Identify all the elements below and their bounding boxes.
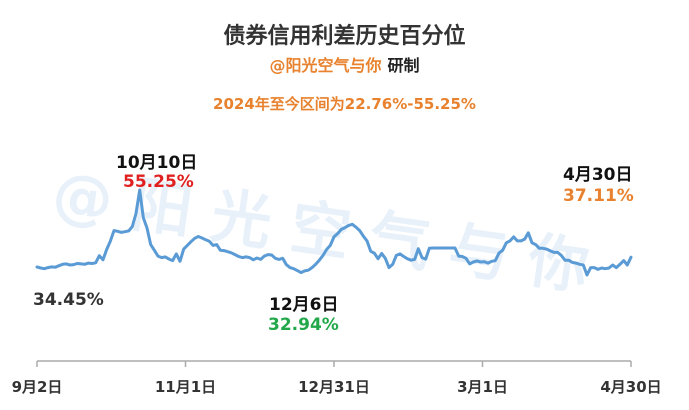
x-tick-label: 11月1日 bbox=[154, 378, 217, 396]
max-value-label: 55.25% bbox=[123, 172, 194, 192]
end-value-label: 37.11% bbox=[563, 186, 634, 206]
range-note: 2024年至今区间为22.76%-55.25% bbox=[213, 95, 476, 113]
start-value-label: 34.45% bbox=[33, 290, 104, 310]
max-date-label: 10月10日 bbox=[116, 153, 198, 173]
chart-title: 债券信用利差历史百分位 bbox=[223, 24, 466, 49]
series-line bbox=[35, 188, 633, 277]
min-value-label: 32.94% bbox=[268, 315, 339, 335]
x-tick-label: 12月31日 bbox=[298, 378, 370, 396]
x-tick-label: 4月30日 bbox=[600, 378, 662, 396]
author-handle: @阳光空气与你 bbox=[269, 56, 382, 75]
min-date-label: 12月6日 bbox=[269, 295, 339, 315]
x-tick-label: 3月1日 bbox=[457, 378, 508, 396]
x-axis-tick-marks bbox=[36, 361, 632, 367]
made-by-label: 研制 bbox=[387, 56, 420, 75]
chart-subtitle: @阳光空气与你 研制 bbox=[0, 52, 689, 76]
x-tick-label: 9月2日 bbox=[11, 378, 63, 396]
end-date-label: 4月30日 bbox=[563, 165, 633, 185]
